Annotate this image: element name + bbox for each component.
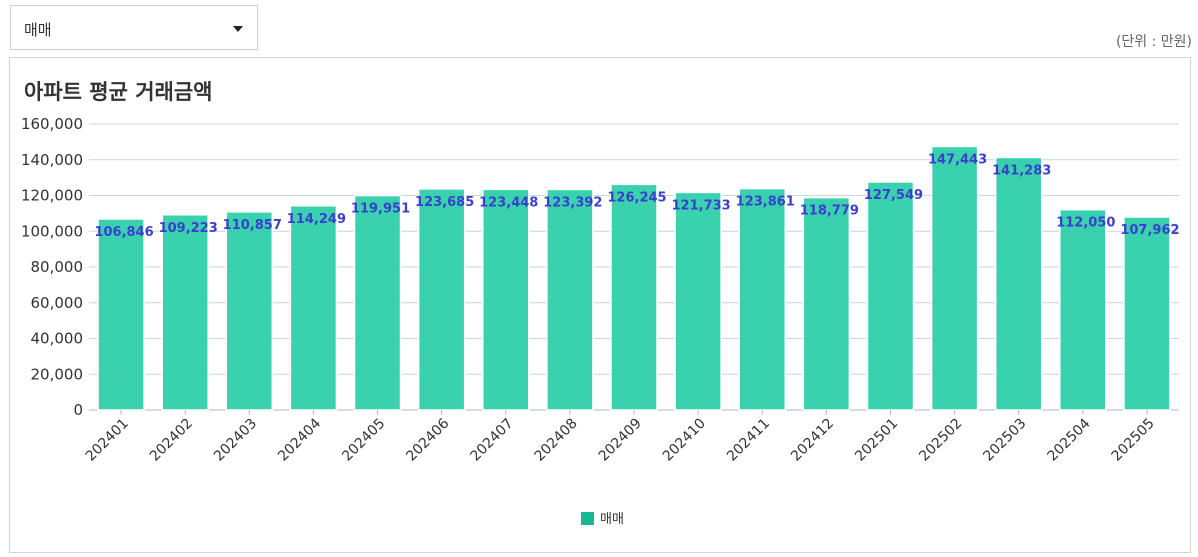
y-tick-label: 140,000 [21, 151, 83, 169]
x-tick-label: 202403 [211, 416, 260, 465]
bar[interactable] [610, 183, 658, 411]
bar[interactable] [546, 188, 594, 411]
x-tick-label: 202412 [788, 416, 837, 465]
caret-down-icon [233, 26, 243, 32]
bar[interactable] [674, 191, 722, 411]
x-tick-label: 202407 [467, 416, 516, 465]
y-tick-label: 60,000 [31, 294, 84, 312]
bar[interactable] [1059, 208, 1107, 411]
data-label: 106,846 [94, 225, 153, 240]
data-label: 110,857 [223, 218, 282, 233]
data-label: 121,733 [672, 198, 731, 213]
chart-panel: 아파트 평균 거래금액 0 20,000 40,000 60,000 80,000 100… [9, 57, 1191, 553]
data-label: 123,448 [479, 195, 538, 210]
x-tick-label: 202408 [532, 416, 581, 465]
transaction-type-select[interactable]: 매매 [10, 5, 258, 50]
bar[interactable] [289, 205, 338, 411]
unit-note: (단위 : 만원) [1115, 34, 1192, 50]
x-tick-label: 202405 [339, 416, 388, 465]
bar[interactable] [802, 196, 851, 411]
select-value: 매매 [24, 21, 52, 39]
data-label: 119,951 [351, 202, 410, 217]
legend-swatch[interactable] [581, 512, 594, 525]
data-label: 123,861 [736, 195, 795, 210]
y-tick-label: 40,000 [31, 330, 84, 348]
y-tick-label: 0 [73, 401, 83, 419]
data-label: 109,223 [159, 221, 218, 236]
chart-title: 아파트 평균 거래금액 [24, 80, 213, 104]
bar[interactable] [225, 211, 274, 411]
data-label: 123,685 [415, 195, 474, 210]
y-tick-label: 80,000 [31, 258, 84, 276]
bar[interactable] [97, 218, 145, 411]
bar-chart: 0 20,000 40,000 60,000 80,000 100,000 120,000 1… [21, 115, 1180, 527]
x-tick-label: 202402 [147, 416, 196, 465]
bar[interactable] [417, 188, 466, 411]
x-tick-label: 202503 [980, 416, 1029, 465]
x-tick-label: 202410 [660, 416, 709, 465]
x-tick-label: 202501 [852, 416, 901, 465]
bar[interactable] [994, 156, 1043, 411]
bar[interactable] [930, 145, 979, 411]
bar[interactable] [482, 188, 530, 411]
bar[interactable] [161, 214, 209, 411]
y-tick-label: 120,000 [21, 187, 83, 205]
data-label: 123,392 [543, 195, 602, 210]
data-label: 147,443 [928, 152, 987, 167]
x-tick-label: 202404 [275, 415, 324, 464]
data-label: 118,779 [800, 204, 859, 219]
data-label: 126,245 [607, 190, 666, 205]
x-tick-label: 202401 [83, 416, 132, 465]
x-tick-label: 202502 [916, 416, 965, 465]
x-tick-label: 202411 [724, 416, 773, 465]
x-tick-label: 202505 [1109, 416, 1158, 465]
data-label: 127,549 [864, 188, 923, 203]
legend-label[interactable]: 매매 [600, 512, 624, 527]
x-tick-label: 202406 [403, 415, 452, 464]
data-label: 114,249 [287, 212, 346, 227]
y-tick-label: 160,000 [21, 115, 83, 133]
x-tick-label: 202409 [596, 416, 645, 465]
data-label: 112,050 [1056, 216, 1115, 231]
bar[interactable] [353, 194, 402, 411]
data-label: 107,962 [1120, 223, 1179, 238]
x-tick-label: 202504 [1045, 415, 1094, 464]
data-label: 141,283 [992, 163, 1051, 178]
bar[interactable] [738, 187, 786, 411]
y-tick-label: 100,000 [21, 222, 83, 240]
bar[interactable] [866, 181, 915, 411]
y-tick-label: 20,000 [31, 365, 84, 383]
bar[interactable] [1123, 216, 1171, 411]
